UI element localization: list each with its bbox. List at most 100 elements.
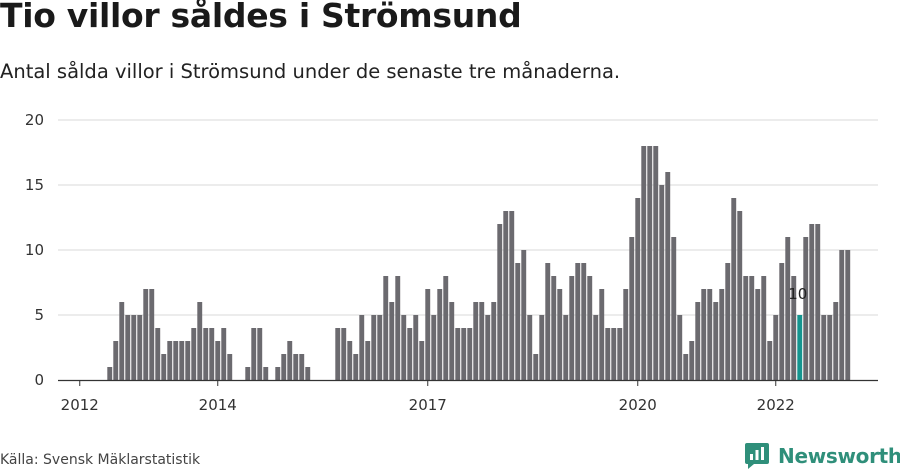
grid-lines <box>58 119 878 316</box>
bar <box>803 237 809 380</box>
bar <box>479 302 485 380</box>
chart-subtitle: Antal sålda villor i Strömsund under de … <box>0 60 621 83</box>
bar <box>335 328 341 380</box>
bar <box>725 263 731 380</box>
bar <box>617 328 623 380</box>
x-tick-label: 2017 <box>409 396 447 414</box>
bar <box>161 354 167 380</box>
bar <box>383 276 389 380</box>
bar <box>563 315 569 380</box>
bar <box>119 302 125 380</box>
bar-chart: 0 5 10 15 20 2012 2014 2017 2020 2022 10 <box>25 111 878 414</box>
data-label: 10 <box>788 285 807 303</box>
labels: 0 5 10 15 20 2012 2014 2017 2020 2022 10 <box>25 111 807 414</box>
bar <box>149 289 155 380</box>
bar <box>197 302 203 380</box>
bar <box>707 289 713 380</box>
bar <box>509 211 515 380</box>
bar <box>575 263 581 380</box>
bar <box>533 354 539 380</box>
x-tick-label: 2020 <box>619 396 657 414</box>
bar <box>731 198 737 380</box>
chart-title: Tio villor såldes i Strömsund <box>0 0 522 35</box>
bar <box>677 315 683 380</box>
bar <box>485 315 491 380</box>
y-tick-label: 0 <box>34 371 44 389</box>
bar <box>389 302 395 380</box>
bar <box>767 341 773 380</box>
bar <box>221 328 227 380</box>
x-tick-label: 2012 <box>61 396 99 414</box>
bar <box>635 198 641 380</box>
x-tick-label: 2014 <box>199 396 237 414</box>
bar <box>257 328 263 380</box>
bar <box>791 276 797 380</box>
bar <box>719 289 725 380</box>
bar <box>737 211 743 380</box>
bar <box>713 302 719 380</box>
bar <box>701 289 707 380</box>
x-tick-label: 2022 <box>757 396 795 414</box>
bar <box>371 315 377 380</box>
bar <box>401 315 407 380</box>
bar <box>641 146 647 380</box>
bar <box>209 328 215 380</box>
bar <box>785 237 791 380</box>
bar <box>503 211 509 380</box>
bar <box>203 328 209 380</box>
bar <box>431 315 437 380</box>
bar <box>353 354 359 380</box>
bar <box>569 276 575 380</box>
axes <box>58 379 878 386</box>
bar <box>689 341 695 380</box>
bar <box>143 289 149 380</box>
bar <box>437 289 443 380</box>
bar <box>299 354 305 380</box>
bar <box>611 328 617 380</box>
bar <box>227 354 233 380</box>
bar <box>557 289 563 380</box>
bar <box>653 146 659 380</box>
brand-logo[interactable]: Newsworthy <box>744 442 900 470</box>
bar <box>173 341 179 380</box>
bar <box>449 302 455 380</box>
y-tick-label: 20 <box>25 111 44 129</box>
bar <box>773 315 779 380</box>
bar <box>761 276 767 380</box>
bar <box>629 237 635 380</box>
bar <box>185 341 191 380</box>
bar <box>443 276 449 380</box>
bar <box>461 328 467 380</box>
bar <box>593 315 599 380</box>
bar <box>113 341 119 380</box>
bar <box>425 289 431 380</box>
bar <box>527 315 533 380</box>
bar <box>845 250 851 380</box>
bar <box>179 341 185 380</box>
bar <box>275 367 281 380</box>
bar <box>695 302 701 380</box>
bar <box>491 302 497 380</box>
bar <box>647 146 653 380</box>
y-tick-label: 15 <box>25 176 44 194</box>
bar <box>581 263 587 380</box>
bar <box>467 328 473 380</box>
bar <box>545 263 551 380</box>
bar <box>797 315 803 380</box>
bar <box>821 315 827 380</box>
bar <box>809 224 815 380</box>
bar <box>107 367 113 380</box>
bar <box>281 354 287 380</box>
bar <box>167 341 173 380</box>
bar <box>377 315 383 380</box>
y-tick-label: 5 <box>34 306 44 324</box>
source-note: Källa: Svensk Mäklarstatistik <box>0 452 201 468</box>
bar <box>395 276 401 380</box>
bar <box>455 328 461 380</box>
bar <box>341 328 347 380</box>
bar <box>293 354 299 380</box>
brand-name: Newsworthy <box>778 444 900 468</box>
bar <box>419 341 425 380</box>
bar <box>683 354 689 380</box>
bar <box>539 315 545 380</box>
